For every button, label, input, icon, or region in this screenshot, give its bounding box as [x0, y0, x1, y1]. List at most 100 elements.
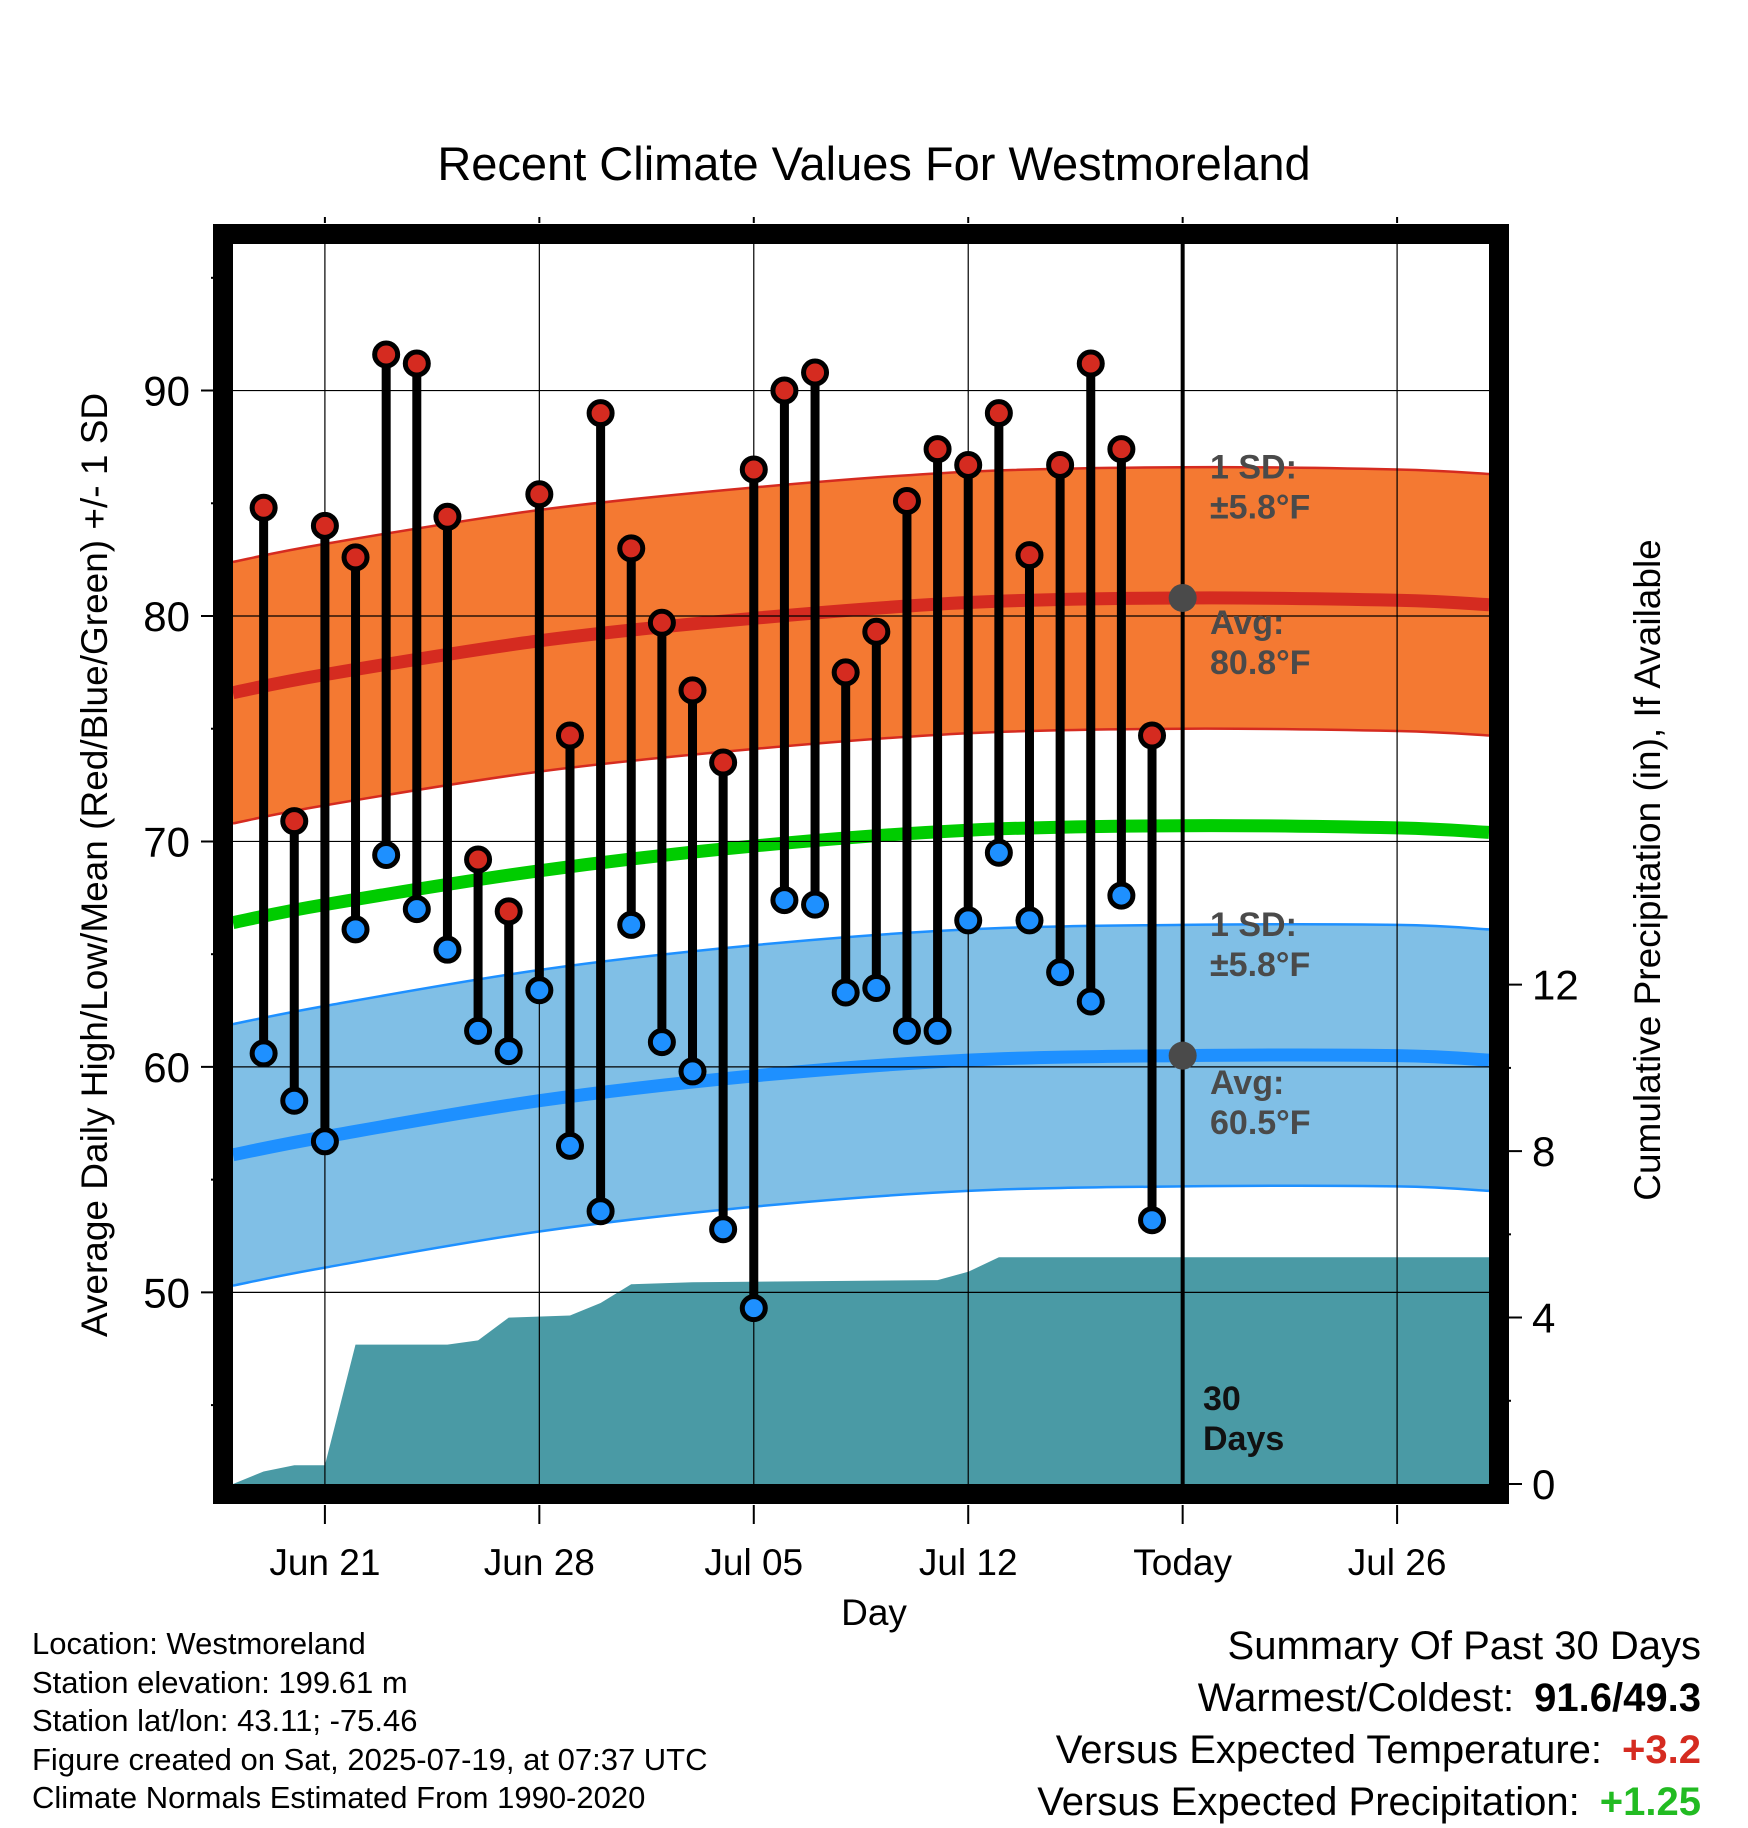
daily-low-point	[372, 840, 401, 869]
days-label-line: 30	[1203, 1380, 1241, 1418]
days-label: 30 Days	[1203, 1380, 1284, 1458]
high-avg-label: Avg: 80.8°F	[1210, 604, 1311, 682]
daily-high-point	[525, 480, 554, 509]
daily-high-point	[555, 721, 584, 750]
summary-title: Summary Of Past 30 Days	[1227, 1624, 1701, 1668]
daily-high-point	[739, 455, 768, 484]
low-avg-label: Avg: 60.5°F	[1210, 1064, 1311, 1142]
daily-high-point	[372, 340, 401, 369]
high-avg-label-line: 80.8°F	[1210, 644, 1311, 682]
daily-high-point	[923, 435, 952, 464]
daily-low-point	[1076, 987, 1105, 1016]
elevation-text: Station elevation: 199.61 m	[32, 1664, 408, 1700]
daily-low-point	[739, 1294, 768, 1323]
daily-high-point	[831, 658, 860, 687]
days-label-line: Days	[1203, 1420, 1284, 1458]
daily-low-point	[555, 1131, 584, 1160]
daily-low-point	[1046, 958, 1075, 987]
precip-departure-row: Versus Expected Precipitation: +1.25	[1037, 1776, 1701, 1828]
daily-low-point	[862, 974, 891, 1002]
daily-low-point	[617, 910, 646, 939]
plot-frame	[213, 224, 1509, 1504]
daily-low-point	[831, 978, 860, 1007]
daily-high-point	[280, 807, 309, 836]
daily-low-point	[402, 895, 431, 924]
high-sd-label-line: 1 SD:	[1210, 448, 1297, 486]
chart-title: Recent Climate Values For Westmoreland	[437, 137, 1310, 190]
temp-departure-label: Versus Expected Temperature:	[1055, 1728, 1603, 1772]
x-axis-label: Day	[841, 1592, 907, 1633]
x-tick-label: Jul 26	[1348, 1542, 1447, 1583]
low-sd-band	[233, 924, 1489, 1286]
daily-low-point	[1107, 881, 1136, 910]
summary-panel: Summary Of Past 30 Days Warmest/Coldest:…	[1037, 1620, 1701, 1828]
daily-high-point	[984, 399, 1013, 428]
daily-low-point	[433, 935, 462, 964]
y-axis-label: Average Daily High/Low/Mean (Red/Blue/Gr…	[74, 393, 115, 1337]
x-tick-label: Jun 21	[269, 1542, 380, 1583]
latlon-text: Station lat/lon: 43.11; -75.46	[32, 1703, 418, 1738]
daily-low-point	[678, 1057, 707, 1086]
low-sd-band-upper-edge	[233, 923, 1489, 1026]
y-tick-label: 80	[143, 593, 190, 640]
daily-high-point	[1107, 435, 1136, 464]
station-info: Location: Westmoreland Station elevation…	[32, 1625, 708, 1818]
daily-high-point	[647, 608, 676, 637]
low-sd-label-line: ±5.8°F	[1210, 946, 1310, 984]
y2-tick-label: 4	[1532, 1295, 1555, 1342]
daily-low-point	[280, 1086, 309, 1115]
daily-high-point	[617, 534, 646, 563]
normals-text: Climate Normals Estimated From 1990-2020	[32, 1780, 646, 1815]
daily-high-point	[801, 358, 830, 387]
location-text: Location: Westmoreland	[32, 1626, 366, 1661]
precip-departure-label: Versus Expected Precipitation:	[1037, 1780, 1580, 1824]
low-sd-label-line: 1 SD:	[1210, 906, 1297, 944]
daily-low-point	[1015, 906, 1044, 935]
low-avg-label-line: Avg:	[1210, 1064, 1284, 1102]
daily-high-point	[464, 845, 493, 874]
temp-departure-row: Versus Expected Temperature: +3.2	[1037, 1724, 1701, 1776]
daily-low-point	[770, 886, 799, 915]
daily-high-point	[770, 376, 799, 405]
x-tick-label: Today	[1133, 1542, 1232, 1583]
warmest-coldest-label: Warmest/Coldest:	[1197, 1676, 1515, 1720]
y2-tick-label: 8	[1532, 1128, 1555, 1175]
daily-high-point	[310, 511, 339, 540]
high-sd-label-line: ±5.8°F	[1210, 488, 1310, 526]
daily-high-point	[892, 487, 921, 516]
daily-low-point	[923, 1016, 952, 1045]
daily-low-point	[892, 1016, 921, 1045]
daily-low-point	[249, 1039, 278, 1068]
daily-high-point	[586, 399, 615, 428]
plot-area	[233, 244, 1489, 1484]
y2-tick-label: 12	[1532, 962, 1579, 1009]
low-sd-band-lower-edge	[233, 1184, 1489, 1287]
daily-high-point	[494, 897, 523, 926]
daily-high-point	[1015, 541, 1044, 570]
x-tick-label: Jun 28	[484, 1542, 595, 1583]
daily-low-point	[586, 1197, 615, 1226]
y2-tick-label: 0	[1532, 1461, 1555, 1508]
y-tick-label: 70	[143, 818, 190, 865]
daily-high-point	[402, 349, 431, 378]
daily-high-point	[433, 502, 462, 531]
daily-low-point	[525, 976, 554, 1005]
daily-low-point	[954, 906, 983, 935]
y-tick-label: 90	[143, 368, 190, 415]
precip-area	[233, 1257, 1489, 1484]
low-avg-label-line: 60.5°F	[1210, 1104, 1311, 1142]
daily-high-point	[1046, 450, 1075, 479]
daily-high-point	[249, 493, 278, 522]
daily-low-point	[464, 1016, 493, 1045]
y2-axis-label: Cumulative Precipitation (in), If Availa…	[1627, 539, 1668, 1201]
daily-low-point	[984, 838, 1013, 867]
daily-high-point	[862, 617, 891, 646]
y-tick-label: 60	[143, 1044, 190, 1091]
warmest-coldest-row: Warmest/Coldest: 91.6/49.3	[1037, 1672, 1701, 1724]
daily-low-point	[801, 890, 830, 919]
daily-high-point	[1076, 349, 1105, 378]
warmest-coldest-value: 91.6/49.3	[1534, 1676, 1701, 1720]
y-tick-label: 50	[143, 1269, 190, 1316]
daily-high-point	[678, 676, 707, 705]
daily-high-point	[709, 748, 738, 777]
